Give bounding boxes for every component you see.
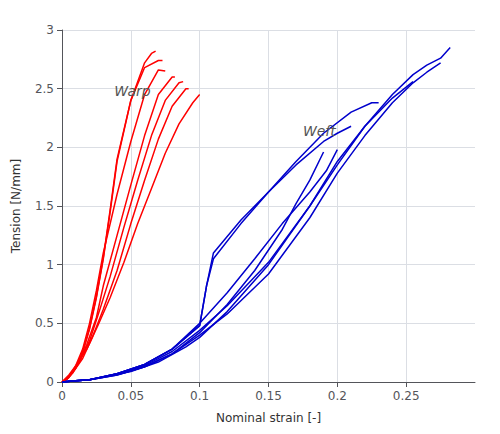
svg-text:Tension [N/mm]: Tension [N/mm] <box>9 159 23 254</box>
svg-text:0: 0 <box>58 389 66 403</box>
svg-text:0.25: 0.25 <box>393 389 420 403</box>
svg-text:2.5: 2.5 <box>35 82 54 96</box>
svg-text:1.5: 1.5 <box>35 199 54 213</box>
svg-text:3: 3 <box>46 23 54 37</box>
svg-text:Weft: Weft <box>303 123 336 139</box>
svg-text:0.5: 0.5 <box>35 316 54 330</box>
svg-text:0: 0 <box>46 375 54 389</box>
svg-text:0.05: 0.05 <box>117 389 144 403</box>
svg-text:0.1: 0.1 <box>190 389 209 403</box>
svg-text:Warp: Warp <box>114 83 150 99</box>
svg-text:2: 2 <box>46 140 54 154</box>
svg-text:0.15: 0.15 <box>255 389 282 403</box>
svg-text:0.2: 0.2 <box>328 389 347 403</box>
svg-text:1: 1 <box>46 258 54 272</box>
svg-text:Nominal strain [-]: Nominal strain [-] <box>216 411 321 425</box>
